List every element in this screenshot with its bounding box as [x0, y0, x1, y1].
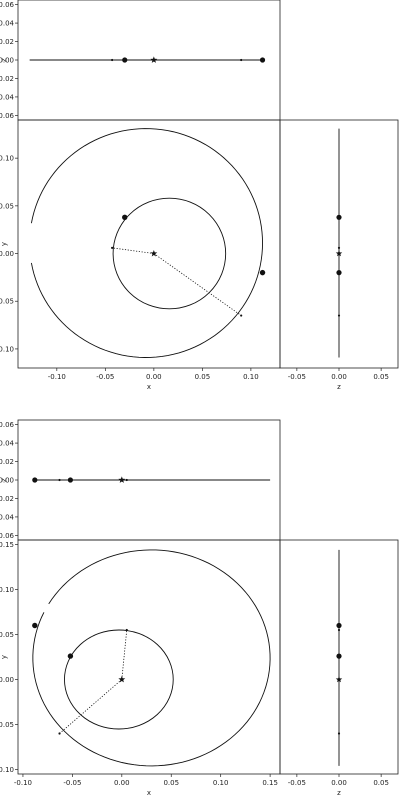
axis-label-z-bottom: z [337, 789, 341, 797]
xz-apsis [58, 478, 61, 482]
x-tick-label: 0.00 [331, 373, 347, 381]
y-tick-label: 0.02 [0, 38, 14, 46]
y-tick-label: 0.04 [0, 440, 15, 448]
zy-apsis [337, 314, 341, 317]
x-tick-label: -0.10 [14, 779, 32, 787]
star-marker [118, 675, 126, 683]
x-tick-label: 0.05 [163, 779, 179, 787]
y-tick-label: -0.06 [0, 532, 15, 540]
axes-frame-xy [17, 539, 281, 775]
panel-top: 0.06 0.04 0.02 0.00 -0.02 -0.04 -0.06 z -0.10 -0.… [0, 0, 399, 391]
body-marker [259, 269, 266, 276]
y-tick-label: 0.04 [0, 20, 15, 28]
x-tick-label: 0.00 [146, 373, 162, 381]
zy-apsis [337, 628, 341, 632]
zy-apsis [337, 732, 341, 735]
x-tick-label: 0.05 [373, 373, 389, 381]
star-marker [118, 476, 126, 483]
y-tick-label: 0.00 [0, 57, 14, 65]
y-tick-label: 0.00 [0, 676, 14, 684]
y-tick-label: 0.05 [0, 202, 14, 210]
xz-apsis [240, 58, 243, 62]
xz-body [32, 477, 38, 483]
x-tick-label: 0.10 [213, 779, 229, 787]
zy-body [336, 214, 342, 220]
body-marker [122, 214, 128, 220]
axis-label-y: y [0, 242, 8, 246]
apsis-marker [240, 314, 243, 317]
orbit-0 [64, 629, 174, 730]
y-tick-label: -0.05 [0, 298, 14, 306]
xz-body [67, 477, 73, 483]
axes-frame-xy [17, 119, 281, 369]
xz-body [122, 57, 128, 63]
apsis-marker [58, 732, 61, 735]
x-tick-label: 0.00 [331, 779, 347, 787]
y-tick-label: 0.06 [0, 1, 15, 9]
body-marker [32, 622, 38, 629]
xz-apsis [111, 58, 114, 62]
orbit-1 [32, 549, 271, 767]
axis-label-y: y [0, 655, 8, 659]
y-tick-label: 0.02 [0, 458, 14, 466]
x-tick-label: -0.05 [288, 373, 306, 381]
axis-label-x: x [147, 383, 151, 391]
x-tick-label: -0.05 [288, 779, 306, 787]
x-tick-label: -0.10 [48, 373, 66, 381]
y-tick-label: -0.04 [0, 93, 15, 101]
zy-body [336, 622, 342, 629]
star-marker [335, 250, 343, 257]
apsis-line [59, 679, 123, 734]
y-tick-label: -0.10 [0, 345, 14, 353]
xz-apsis [125, 478, 128, 482]
x-tick-label: -0.05 [63, 779, 81, 787]
zy-body [336, 270, 342, 276]
y-tick-label: 0.06 [0, 421, 15, 429]
y-tick-label: 0.00 [0, 250, 14, 258]
x-tick-label: 0.15 [262, 779, 278, 787]
xz-body [259, 57, 266, 63]
y-tick-label: 0.10 [0, 155, 14, 163]
x-tick-label: 0.10 [243, 373, 259, 381]
apsis-marker [111, 246, 114, 249]
y-tick-label: -0.02 [0, 75, 14, 83]
x-tick-label: 0.05 [195, 373, 211, 381]
panel-bottom: 0.060.040.020.00-0.02-0.04-0.06z-0.10-0.… [0, 419, 399, 797]
star-marker [150, 249, 158, 257]
star-marker [335, 676, 343, 683]
apsis-line [153, 253, 242, 316]
apsis-marker [125, 628, 128, 632]
apsis-line [112, 247, 154, 254]
axis-label-z: z [0, 478, 8, 482]
y-tick-label: 0.10 [0, 586, 14, 594]
axis-label-x: x [147, 789, 151, 797]
zy-apsis [337, 246, 341, 249]
y-tick-label: -0.06 [0, 112, 15, 120]
x-tick-label: 0.05 [373, 779, 389, 787]
zy-body [336, 653, 342, 659]
axis-label-z-bottom: z [337, 383, 341, 391]
apsis-line [121, 629, 128, 680]
body-marker [67, 653, 74, 659]
star-marker [150, 56, 158, 63]
y-tick-label: -0.02 [0, 495, 14, 503]
y-tick-label: -0.05 [0, 721, 14, 729]
y-tick-label: -0.10 [0, 766, 14, 774]
y-tick-label: 0.05 [0, 631, 14, 639]
y-tick-label: -0.04 [0, 513, 15, 521]
y-tick-label: 0.15 [0, 541, 14, 549]
x-tick-label: -0.05 [96, 373, 114, 381]
x-tick-label: 0.00 [114, 779, 130, 787]
y-tick-label: 0.00 [0, 477, 14, 485]
axis-label-z: z [0, 58, 8, 62]
orbit-1 [30, 128, 263, 358]
orbit-0 [112, 197, 227, 310]
